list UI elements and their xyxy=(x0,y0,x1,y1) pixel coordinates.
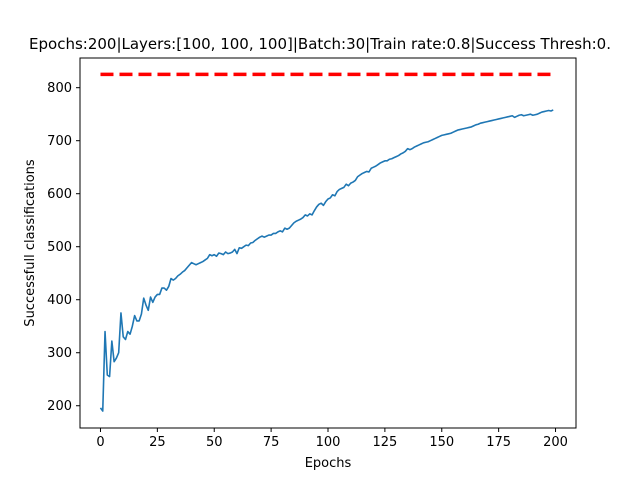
plot-frame xyxy=(79,57,577,429)
x-axis-label: Epochs xyxy=(305,456,352,471)
x-tick-label: 50 xyxy=(206,435,223,450)
y-tick-label: 500 xyxy=(47,240,72,255)
x-tick-label: 150 xyxy=(429,435,454,450)
x-tick-label: 100 xyxy=(316,435,341,450)
x-tick-label: 0 xyxy=(96,435,104,450)
y-tick-label: 300 xyxy=(47,346,72,361)
y-tick-label: 400 xyxy=(47,293,72,308)
y-tick-label: 600 xyxy=(47,187,72,202)
series-line xyxy=(99,109,554,412)
x-tick-label: 25 xyxy=(149,435,166,450)
x-tick-label: 75 xyxy=(263,435,280,450)
x-tick-label: 125 xyxy=(372,435,397,450)
x-tick-label: 200 xyxy=(543,435,568,450)
y-tick-label: 800 xyxy=(47,81,72,96)
axes-layer: 0 25 50 75 100 125 150 175 200 200 300 400 500 600 700… xyxy=(47,81,568,450)
chart-title: Epochs:200|Layers:[100, 100, 100]|Batch:… xyxy=(29,35,611,53)
x-tick-label: 175 xyxy=(486,435,511,450)
y-tick-label: 200 xyxy=(47,399,72,414)
y-axis-label: Successfull classifications xyxy=(23,159,38,327)
series-layer xyxy=(99,72,554,412)
y-tick-label: 700 xyxy=(47,134,72,149)
